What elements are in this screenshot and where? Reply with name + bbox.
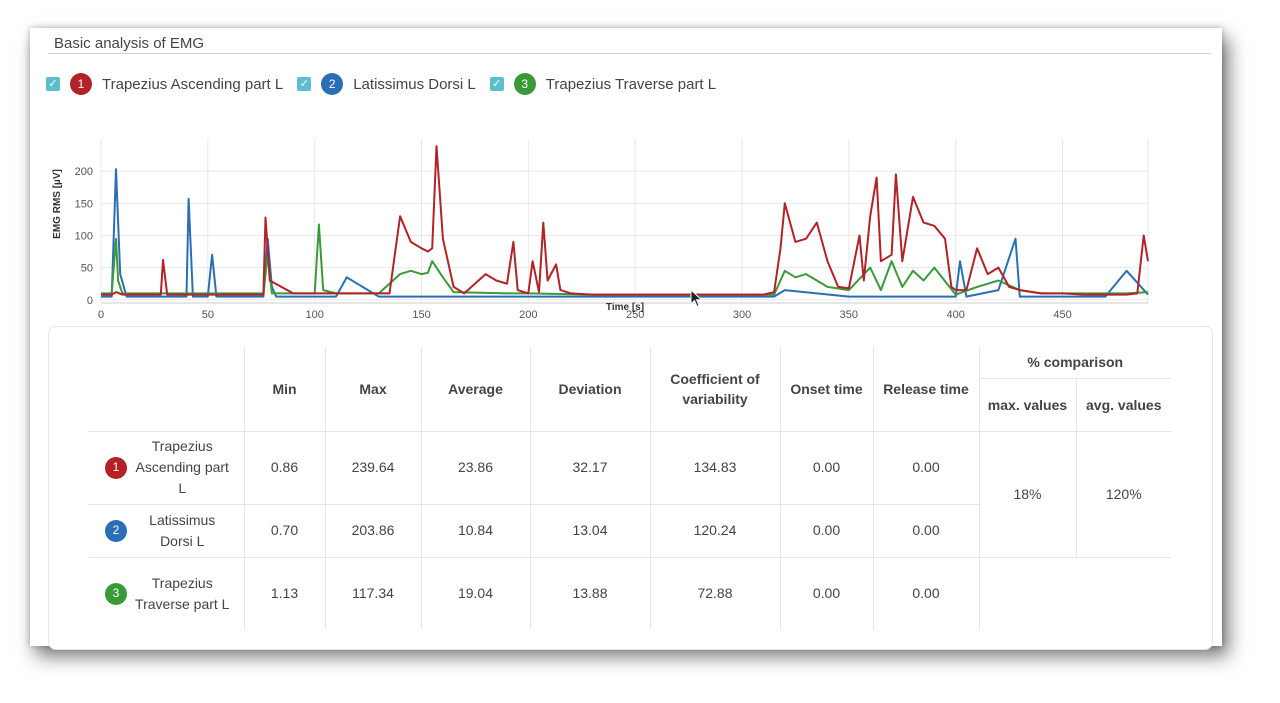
min-value: 0.86 — [243, 430, 325, 504]
check-icon[interactable]: ✓ — [297, 77, 312, 91]
series-number-badge: 3 — [513, 73, 536, 95]
max-header: Max — [324, 347, 421, 431]
table-row: 1 Trapezius Ascending part L 0.86 239.64… — [89, 430, 1171, 557]
legend-item-trapezius-ascending[interactable]: ✓ 1 Trapezius Ascending part L — [46, 73, 283, 95]
x-tick-label: 100 — [305, 309, 323, 321]
release-value: 0.00 — [872, 503, 979, 557]
series-line — [101, 145, 1149, 296]
max-value: 203.86 — [324, 503, 421, 557]
cov-value: 120.24 — [649, 503, 780, 557]
y-tick-label: 200 — [75, 166, 93, 178]
table-row: 3 Trapezius Traverse part L 1.13 117.34 … — [89, 556, 1171, 630]
muscle-name: Trapezius Ascending part L — [135, 438, 229, 496]
deviation-value: 13.88 — [529, 556, 650, 630]
max-value: 117.34 — [324, 556, 421, 630]
legend-label: Latissimus Dorsi L — [353, 75, 476, 93]
average-header: Average — [420, 347, 530, 431]
x-tick-label: 150 — [412, 309, 430, 321]
onset-value: 0.00 — [779, 556, 873, 630]
y-tick-label: 150 — [75, 198, 93, 210]
min-header: Min — [243, 347, 325, 431]
table-row: 2 Latissimus Dorsi L 0.70 203.86 10.84 1… — [89, 503, 1171, 557]
y-tick-label: 0 — [87, 295, 93, 307]
x-tick-label: 50 — [202, 309, 214, 321]
max-comparison-value: 18% — [978, 430, 1076, 557]
x-tick-label: 300 — [733, 309, 751, 321]
muscle-name: Latissimus Dorsi L — [149, 511, 216, 549]
onset-value: 0.00 — [779, 503, 873, 557]
legend-item-trapezius-traverse[interactable]: ✓ 3 Trapezius Traverse part L — [489, 73, 717, 95]
average-value: 10.84 — [420, 503, 530, 557]
x-axis-label: Time [s] — [606, 302, 644, 313]
series-number-badge: 1 — [70, 73, 92, 95]
y-tick-label: 50 — [81, 263, 93, 275]
avg-values-header: avg. values — [1075, 378, 1171, 431]
statistics-card: Min Max Average Deviation Coefficient of… — [48, 326, 1213, 650]
release-value: 0.00 — [872, 430, 979, 504]
onset-header: Onset time — [779, 347, 873, 431]
cov-value: 72.88 — [649, 556, 780, 630]
series-line — [101, 168, 1149, 298]
check-icon[interactable]: ✓ — [46, 77, 60, 91]
muscle-number-badge: 2 — [105, 519, 127, 542]
min-value: 0.70 — [243, 503, 325, 557]
legend-item-latissimus-dorsi[interactable]: ✓ 2 Latissimus Dorsi L — [297, 73, 476, 95]
panel-title: Basic analysis of EMG — [54, 35, 205, 52]
release-header: Release time — [872, 347, 979, 431]
check-icon[interactable]: ✓ — [489, 77, 504, 91]
cov-value: 134.83 — [649, 430, 780, 504]
title-divider — [48, 53, 1211, 54]
deviation-value: 13.04 — [529, 503, 650, 557]
y-tick-label: 100 — [75, 230, 93, 242]
x-tick-label: 200 — [519, 309, 537, 321]
min-value: 1.13 — [243, 556, 325, 630]
average-value: 23.86 — [420, 430, 530, 504]
avg-comparison-value: 120% — [1075, 430, 1171, 557]
x-tick-label: 250 — [626, 309, 644, 321]
muscle-name: Trapezius Traverse part L — [135, 574, 230, 612]
legend-label: Trapezius Ascending part L — [102, 75, 284, 93]
muscle-number-badge: 1 — [105, 456, 127, 479]
average-value: 19.04 — [420, 556, 530, 630]
series-number-badge: 2 — [321, 73, 344, 95]
x-tick-label: 400 — [947, 309, 965, 321]
statistics-table: Min Max Average Deviation Coefficient of… — [89, 347, 1171, 630]
deviation-header: Deviation — [529, 347, 650, 431]
series-legend: ✓ 1 Trapezius Ascending part L ✓ 2 Latis… — [46, 73, 730, 95]
legend-label: Trapezius Traverse part L — [545, 75, 717, 93]
release-value: 0.00 — [872, 556, 979, 630]
x-tick-label: 350 — [840, 309, 858, 321]
onset-value: 0.00 — [779, 430, 873, 504]
series-line — [101, 223, 1149, 296]
emg-analysis-panel: Basic analysis of EMG ✓ 1 Trapezius Asce… — [30, 28, 1222, 650]
muscle-number-badge: 3 — [105, 582, 127, 605]
max-value: 239.64 — [324, 430, 421, 504]
max-values-header: max. values — [978, 378, 1076, 431]
cov-header: Coefficient of variability — [649, 347, 780, 431]
deviation-value: 32.17 — [529, 430, 650, 504]
x-tick-label: 0 — [98, 309, 104, 321]
emg-rms-chart[interactable]: 0 50 100 150 200 250 300 350 400 450050100150200 … — [30, 106, 1222, 321]
muscle-header — [89, 347, 244, 431]
mouse-pointer-icon — [690, 289, 703, 308]
y-axis-label: EMG RMS [µV] — [52, 169, 63, 239]
comparison-header: % comparison — [978, 347, 1171, 379]
x-tick-label: 450 — [1053, 309, 1071, 321]
